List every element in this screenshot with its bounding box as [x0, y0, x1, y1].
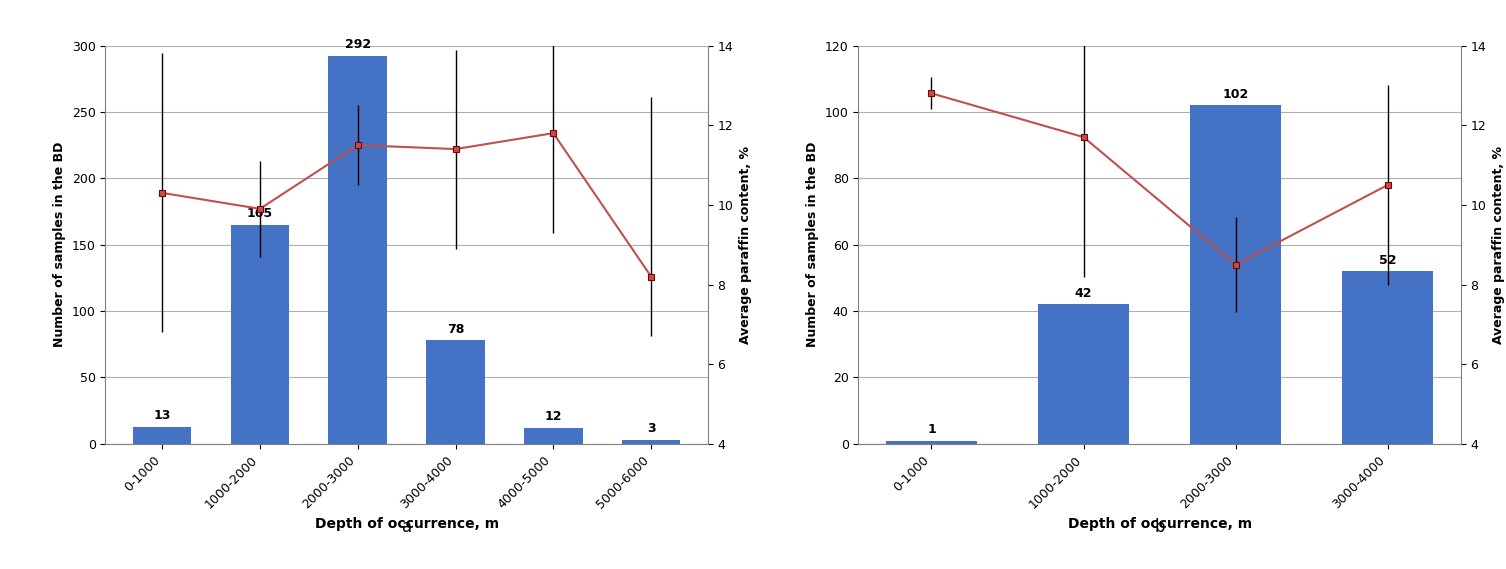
Bar — [230, 225, 289, 444]
Bar — [1038, 304, 1130, 444]
Bar — [524, 428, 583, 444]
Y-axis label: Average paraffin content, %: Average paraffin content, % — [1492, 146, 1504, 344]
Y-axis label: Number of samples in the BD: Number of samples in the BD — [53, 142, 66, 347]
Bar — [1190, 105, 1282, 444]
Text: 42: 42 — [1075, 287, 1092, 300]
Y-axis label: Average paraffin content, %: Average paraffin content, % — [739, 146, 751, 344]
Bar — [133, 427, 191, 444]
Text: 102: 102 — [1223, 88, 1248, 101]
Text: 165: 165 — [247, 207, 273, 220]
X-axis label: Depth of occurrence, m: Depth of occurrence, m — [1068, 517, 1251, 530]
Y-axis label: Number of samples in the BD: Number of samples in the BD — [806, 142, 819, 347]
Text: 13: 13 — [154, 409, 170, 422]
Text: 78: 78 — [447, 323, 464, 336]
Text: 12: 12 — [545, 410, 562, 423]
Text: 52: 52 — [1379, 254, 1396, 267]
Bar — [328, 56, 387, 444]
Text: 292: 292 — [345, 39, 370, 51]
Bar — [886, 440, 977, 444]
X-axis label: Depth of occurrence, m: Depth of occurrence, m — [315, 517, 498, 531]
Bar — [1342, 271, 1434, 444]
Bar — [426, 340, 485, 444]
Bar — [622, 440, 681, 444]
Text: a: a — [402, 518, 411, 536]
Text: 3: 3 — [646, 422, 655, 435]
Text: b: b — [1155, 518, 1164, 536]
Text: 1: 1 — [928, 423, 935, 436]
